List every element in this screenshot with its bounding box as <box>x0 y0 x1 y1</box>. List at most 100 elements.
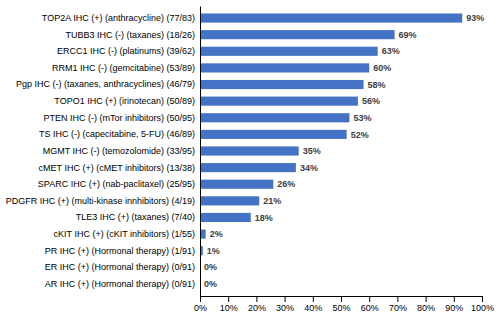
tick-mark <box>426 296 427 302</box>
tick-label: MGMT IHC (-) (temozolomide) (33/95) <box>43 146 195 156</box>
data-label: 35% <box>303 146 321 156</box>
tick: MGMT IHC (-) (temozolomide) (33/95) <box>43 146 195 156</box>
tick: 90% <box>445 296 463 313</box>
plot: 0% 10% 20% 30% 40% 50% 60% 70% 80% 90% 100% AR IHC … <box>6 7 494 314</box>
bar <box>200 97 358 106</box>
y-axis: AR IHC (+) (Hormonal therapy) (0/91) ER I… <box>6 7 201 297</box>
tick: RRM1 IHC (-) (gemcitabine) (53/89) <box>52 63 195 73</box>
data-label: 18% <box>255 213 273 223</box>
data-label: 0% <box>204 279 217 289</box>
tick-label: ERCC1 IHC (-) (platinums) (39/62) <box>57 46 195 56</box>
tick: TUBB3 IHC (-) (taxanes) (18/26) <box>65 30 195 40</box>
tick-mark <box>285 296 286 302</box>
tick: 10% <box>220 296 238 313</box>
bar <box>200 63 369 72</box>
axis-line <box>201 297 483 303</box>
data-label: 60% <box>373 63 391 73</box>
bar <box>200 180 273 189</box>
tick: 20% <box>248 296 266 313</box>
tick-label: TUBB3 IHC (-) (taxanes) (18/26) <box>65 30 195 40</box>
bar <box>200 13 462 22</box>
tick-label: TOP2A IHC (+) (anthracycline) (77/83) <box>42 13 195 23</box>
bar <box>200 47 378 56</box>
tick-label: PDGFR IHC (+) (multi-kinase innhibitors)… <box>6 196 195 206</box>
tick-label: 30% <box>276 303 294 313</box>
bar <box>200 80 364 89</box>
data-label: 58% <box>368 80 386 90</box>
tick: cMET IHC (+) (cMET inhibitors) (13/38) <box>39 162 195 172</box>
data-label: 63% <box>382 46 400 56</box>
tick: TOPO1 IHC (+) (irinotecan) (50/89) <box>54 96 195 106</box>
tick: ERCC1 IHC (-) (platinums) (39/62) <box>57 46 195 56</box>
tick: TS IHC (-) (capecitabine, 5-FU) (46/89) <box>39 129 195 139</box>
tick: ER IHC (+) (Hormonal therapy) (0/91) <box>45 262 195 272</box>
tick-label: 60% <box>361 303 379 313</box>
tick: TLE3 IHC (+) (taxanes) (7/40) <box>76 212 195 222</box>
tick-mark <box>397 296 398 302</box>
tick-label: 0% <box>194 303 207 313</box>
data-label: 69% <box>399 30 417 40</box>
tick: AR IHC (+) (Hormonal therapy) (0/91) <box>45 279 195 289</box>
tick: 30% <box>276 296 294 313</box>
tick-label: 50% <box>332 303 350 313</box>
bar <box>200 196 259 205</box>
tick: 0% <box>194 296 207 313</box>
data-label: 52% <box>351 130 369 140</box>
tick-mark <box>200 296 201 302</box>
data-label: 26% <box>277 179 295 189</box>
bar <box>200 213 251 222</box>
bar <box>200 30 395 39</box>
tick-mark <box>313 296 314 302</box>
tick-mark <box>341 296 342 302</box>
tick-label: TLE3 IHC (+) (taxanes) (7/40) <box>76 212 195 222</box>
tick: 60% <box>361 296 379 313</box>
tick-label: PTEN IHC (-) (mTor inhibitors) (50/95) <box>43 113 195 123</box>
bar <box>200 146 299 155</box>
tick-label: AR IHC (+) (Hormonal therapy) (0/91) <box>45 279 195 289</box>
chart: 0% 10% 20% 30% 40% 50% 60% 70% 80% 90% 100% AR IHC … <box>0 0 500 318</box>
tick: TOP2A IHC (+) (anthracycline) (77/83) <box>42 13 195 23</box>
tick: PDGFR IHC (+) (multi-kinase innhibitors)… <box>6 196 195 206</box>
axis-line <box>200 7 201 297</box>
tick-mark <box>256 296 257 302</box>
data-label: 34% <box>300 163 318 173</box>
tick-label: cMET IHC (+) (cMET inhibitors) (13/38) <box>39 162 195 172</box>
x-axis: 0% 10% 20% 30% 40% 50% 60% 70% 80% 90% 100% <box>194 296 494 313</box>
tick: PR IHC (+) (Hormonal therapy) (1/91) <box>45 246 195 256</box>
data-label: 21% <box>263 196 281 206</box>
tick-label: cKIT IHC (+) (cKIT inhibitors) (1/55) <box>54 229 195 239</box>
tick: 100% <box>471 296 494 313</box>
tick: PTEN IHC (-) (mTor inhibitors) (50/95) <box>43 113 195 123</box>
tick: 70% <box>389 296 407 313</box>
bar <box>200 163 296 172</box>
tick: cKIT IHC (+) (cKIT inhibitors) (1/55) <box>54 229 195 239</box>
tick-label: ER IHC (+) (Hormonal therapy) (0/91) <box>45 262 195 272</box>
tick-label: TS IHC (-) (capecitabine, 5-FU) (46/89) <box>39 129 195 139</box>
bar <box>200 113 349 122</box>
tick: 40% <box>304 296 322 313</box>
bar <box>200 130 347 139</box>
tick-mark <box>228 296 229 302</box>
data-label: 56% <box>362 96 380 106</box>
tick-label: RRM1 IHC (-) (gemcitabine) (53/89) <box>52 63 195 73</box>
data-label: 0% <box>204 262 217 272</box>
tick: Pgp IHC (-) (taxanes, anthracyclines) (4… <box>16 79 195 89</box>
data-label: 1% <box>207 246 220 256</box>
tick-label: PR IHC (+) (Hormonal therapy) (1/91) <box>45 246 195 256</box>
tick: SPARC IHC (+) (nab-paclitaxel) (25/95) <box>38 179 195 189</box>
data-label: 93% <box>466 13 484 23</box>
tick: 80% <box>417 296 435 313</box>
tick-mark <box>482 296 483 302</box>
tick-label: TOPO1 IHC (+) (irinotecan) (50/89) <box>54 96 195 106</box>
tick-label: 40% <box>304 303 322 313</box>
tick-mark <box>369 296 370 302</box>
tick-label: 100% <box>471 303 494 313</box>
bars <box>200 13 462 255</box>
tick-label: 10% <box>220 303 238 313</box>
data-label: 53% <box>353 113 371 123</box>
tick-label: SPARC IHC (+) (nab-paclitaxel) (25/95) <box>38 179 195 189</box>
tick-label: 20% <box>248 303 266 313</box>
tick-label: Pgp IHC (-) (taxanes, anthracyclines) (4… <box>16 79 195 89</box>
tick-label: 80% <box>417 303 435 313</box>
tick-mark <box>454 296 455 302</box>
